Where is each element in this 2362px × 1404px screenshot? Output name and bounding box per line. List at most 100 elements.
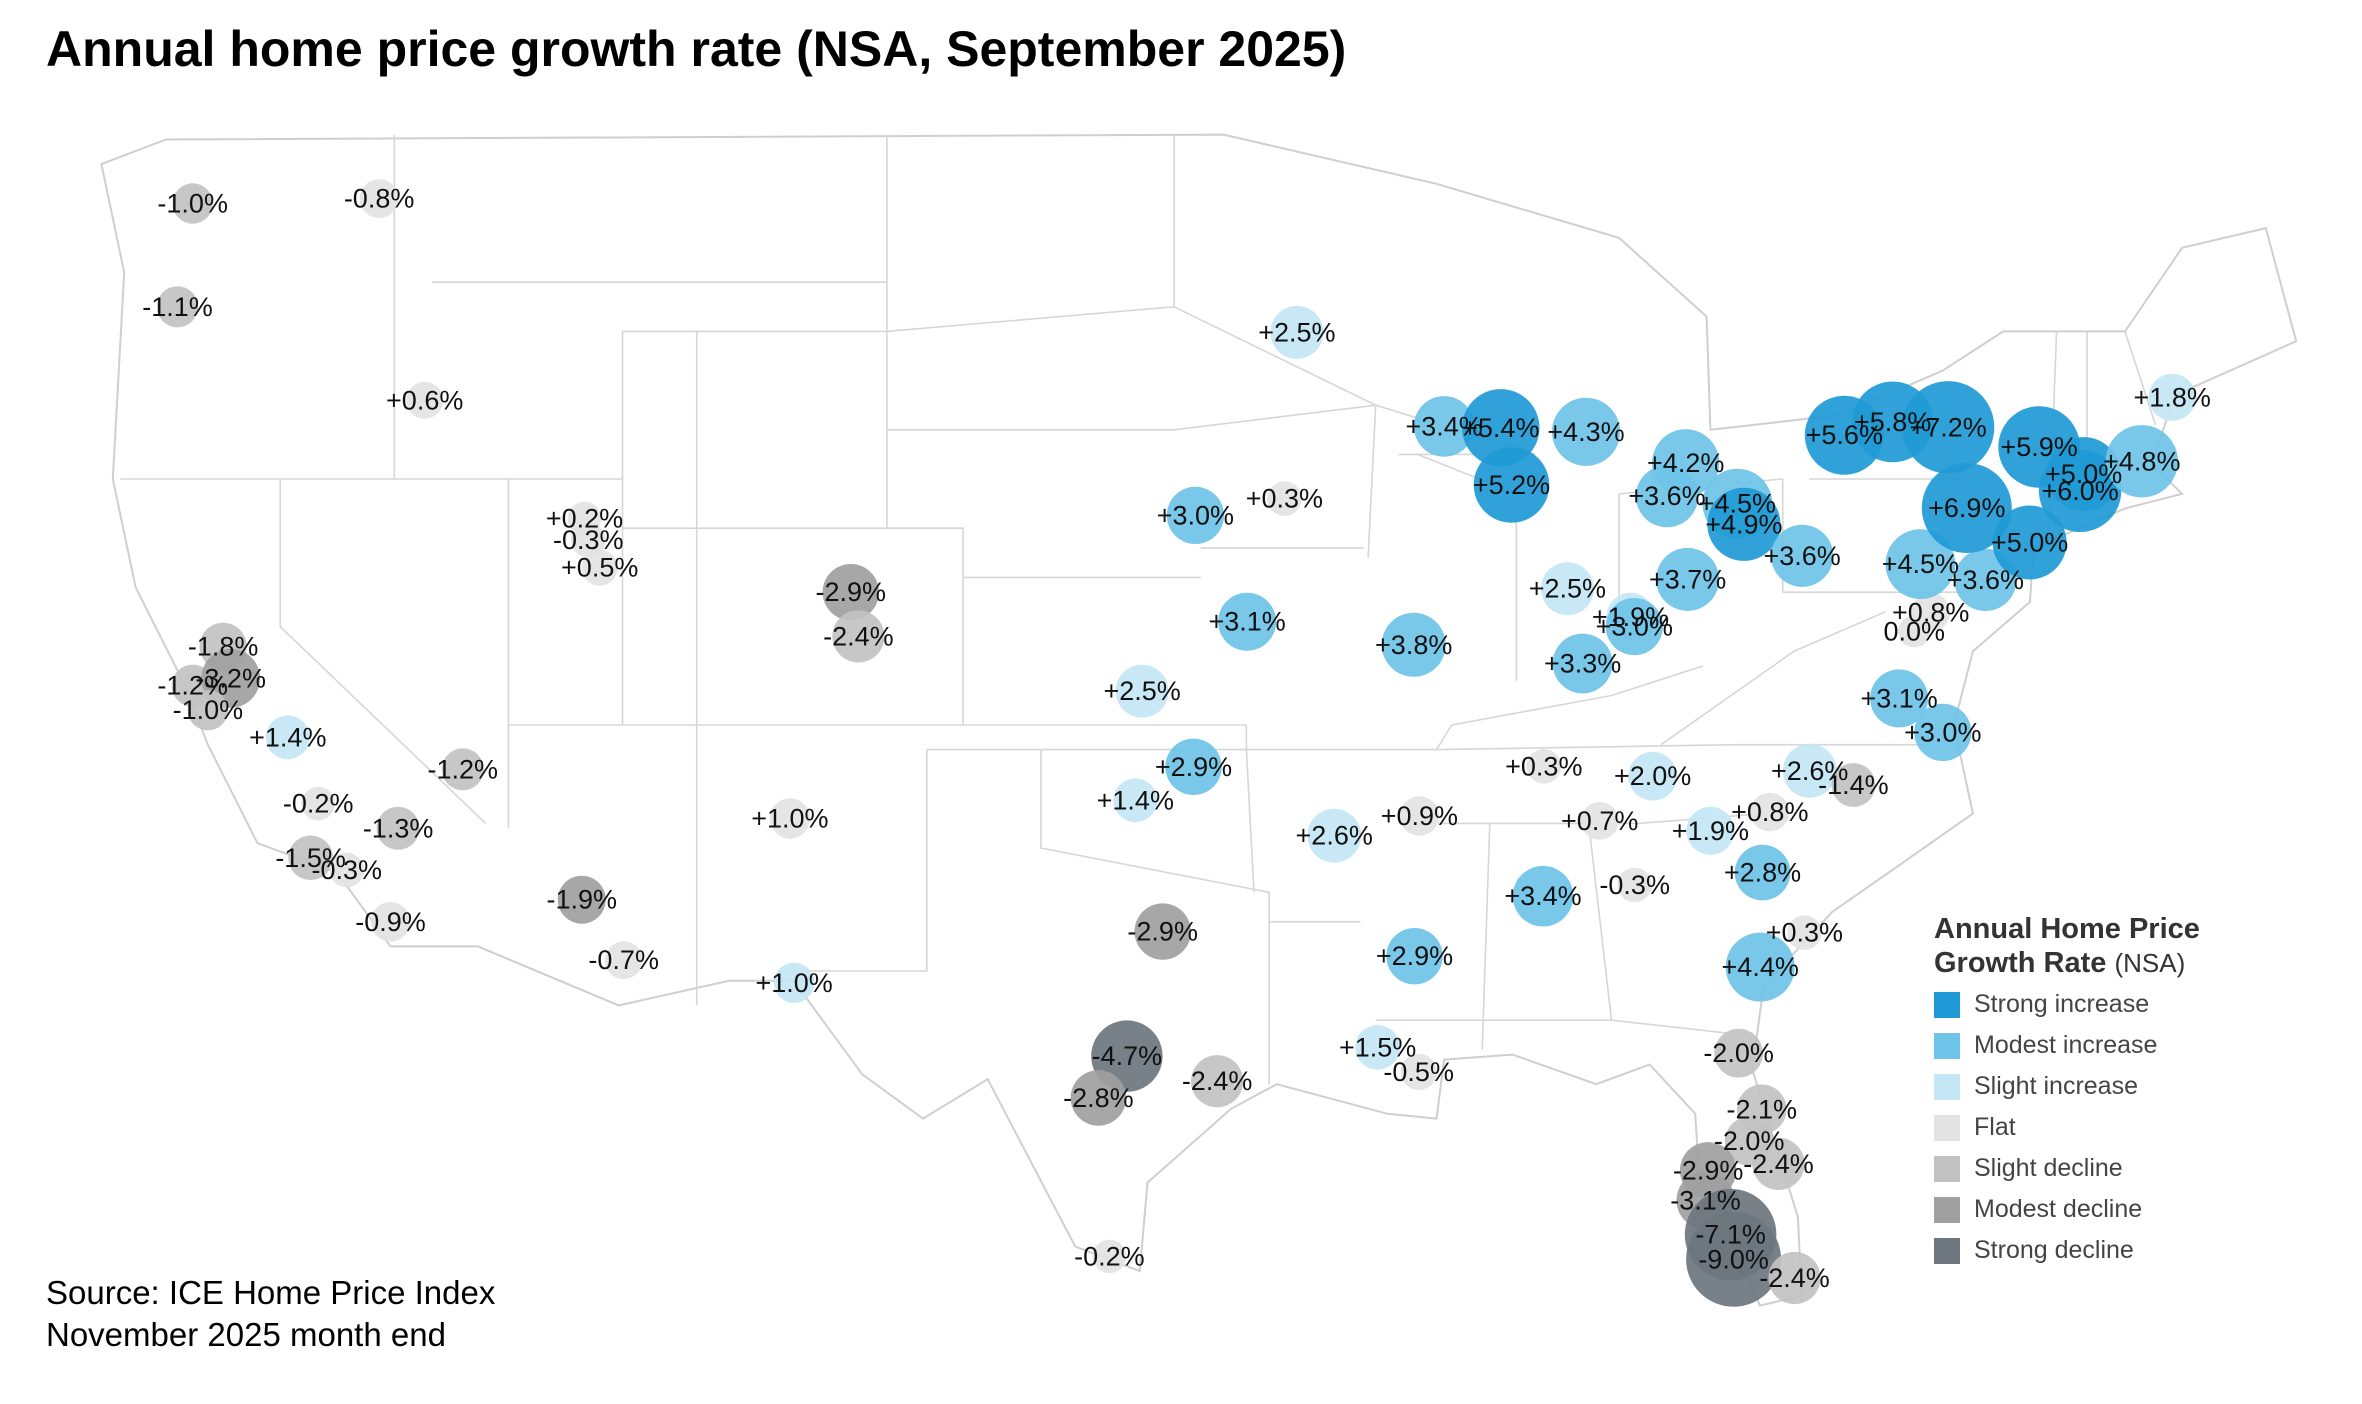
market-label: +0.3%	[1246, 484, 1323, 514]
market-label: -1.2%	[157, 671, 228, 701]
market-label: +1.9%	[1672, 816, 1749, 846]
market-bubble	[1911, 592, 1951, 632]
market-label: +7.2%	[1909, 412, 1986, 442]
legend-item: Strong decline	[1934, 1230, 2200, 1271]
market-label: +2.0%	[1614, 761, 1691, 791]
market-bubble	[773, 962, 815, 1003]
state-boundaries	[100, 133, 2298, 1307]
market-label: +1.4%	[249, 722, 326, 752]
market-bubble	[1605, 598, 1663, 656]
market-bubble	[156, 286, 199, 328]
source-line-2: November 2025 month end	[46, 1316, 446, 1353]
market-label: -3.1%	[1670, 1185, 1741, 1215]
market-label: +3.8%	[1375, 630, 1452, 660]
market-bubbles: -1.0% -0.8%-1.1%+0.6%+0.2%-0.3%+0.5%-2.9%…	[142, 179, 2211, 1307]
market-bubble	[376, 806, 420, 850]
market-label: +3.0%	[1157, 500, 1234, 530]
legend: Annual Home Price Growth Rate (NSA) Stro…	[1934, 912, 2200, 1271]
market-label: +2.9%	[1376, 941, 1453, 971]
market-bubble	[1267, 481, 1302, 516]
market-label: -1.0%	[173, 695, 244, 725]
market-bubble	[172, 183, 213, 224]
market-bubble	[1734, 844, 1791, 901]
market-bubble	[1134, 903, 1191, 960]
market-label: 0.0%	[1884, 617, 1946, 647]
market-bubble	[1921, 463, 2012, 553]
market-bubble	[1413, 396, 1475, 457]
market-bubble	[1400, 1053, 1437, 1090]
market-label: -2.0%	[1714, 1126, 1785, 1156]
market-label: -0.2%	[1074, 1241, 1145, 1271]
market-bubble	[832, 610, 885, 663]
state-boundary-line	[1451, 665, 1704, 726]
market-label: -1.5%	[275, 843, 346, 873]
market-label: -2.8%	[1063, 1083, 1134, 1113]
legend-label: Strong increase	[1974, 990, 2150, 1018]
market-bubble	[1831, 763, 1876, 807]
market-label: +4.4%	[1722, 952, 1799, 982]
market-label: +3.4%	[1504, 881, 1581, 911]
state-boundary-line	[1367, 405, 1377, 558]
market-label: +5.9%	[2000, 432, 2077, 462]
market-bubble	[1218, 592, 1277, 651]
state-boundary-line	[1587, 823, 1613, 1021]
legend-item: Slight decline	[1934, 1148, 2200, 1189]
market-label: +5.2%	[1473, 470, 1550, 500]
legend-label: Flat	[1974, 1113, 2016, 1141]
market-label: +2.5%	[1258, 317, 1335, 347]
market-label: +2.5%	[1529, 574, 1606, 604]
market-label: +1.9%	[1592, 602, 1669, 632]
market-bubble	[1355, 1025, 1400, 1070]
market-label: +3.7%	[1649, 564, 1726, 594]
legend-label: Modest decline	[1974, 1195, 2143, 1223]
market-bubble	[1092, 1239, 1127, 1274]
market-label: -1.0%	[157, 189, 228, 219]
market-label: +3.6%	[1947, 565, 2024, 595]
market-label: +3.6%	[1628, 481, 1705, 511]
market-label: +0.9%	[1381, 801, 1458, 831]
market-label: -1.3%	[363, 813, 434, 843]
market-label: -1.2%	[428, 754, 499, 784]
market-label: -1.8%	[188, 631, 259, 661]
market-label: -0.3%	[1599, 870, 1670, 900]
market-bubble	[1580, 802, 1619, 840]
market-bubble	[1381, 612, 1446, 677]
market-label: +4.5%	[1882, 549, 1959, 579]
market-label: -2.4%	[1743, 1149, 1814, 1179]
state-boundary-line	[1040, 749, 1270, 1085]
market-label: -3.2%	[195, 663, 266, 693]
market-label: +4.5%	[1699, 489, 1776, 519]
market-bubble	[187, 690, 229, 731]
market-bubble	[822, 564, 879, 621]
market-bubble	[1686, 806, 1735, 855]
market-label: +2.8%	[1724, 858, 1801, 888]
market-bubble	[1752, 1137, 1805, 1190]
legend-item: Modest increase	[1934, 1025, 2200, 1066]
market-label: +0.3%	[1766, 918, 1843, 948]
market-bubble	[1307, 808, 1362, 863]
legend-title-line2: Growth Rate	[1934, 947, 2107, 979]
market-bubble	[1768, 1251, 1821, 1305]
market-bubble	[1165, 738, 1222, 795]
market-label: +1.0%	[755, 968, 832, 998]
market-bubble	[329, 852, 365, 888]
market-label: +3.1%	[1860, 683, 1937, 713]
market-bubble	[2148, 373, 2196, 421]
legend-swatch	[1934, 991, 1960, 1018]
market-label: +1.5%	[1339, 1032, 1416, 1062]
market-bubble	[1707, 487, 1781, 561]
market-bubble	[1512, 865, 1574, 927]
legend-item: Flat	[1934, 1107, 2200, 1148]
market-label: -1.4%	[1818, 770, 1889, 800]
state-boundary-line	[1481, 823, 1491, 1050]
market-bubble	[1852, 381, 1933, 463]
legend-title: Annual Home Price Growth Rate (NSA)	[1934, 912, 2200, 980]
market-bubble	[1552, 633, 1613, 694]
legend-label: Strong decline	[1974, 1236, 2134, 1264]
market-bubble	[370, 902, 411, 942]
market-bubble	[1787, 915, 1822, 950]
market-bubble	[1191, 1055, 1244, 1108]
legend-label: Slight decline	[1974, 1154, 2123, 1182]
legend-item: Modest decline	[1934, 1189, 2200, 1230]
market-bubble	[581, 549, 618, 586]
